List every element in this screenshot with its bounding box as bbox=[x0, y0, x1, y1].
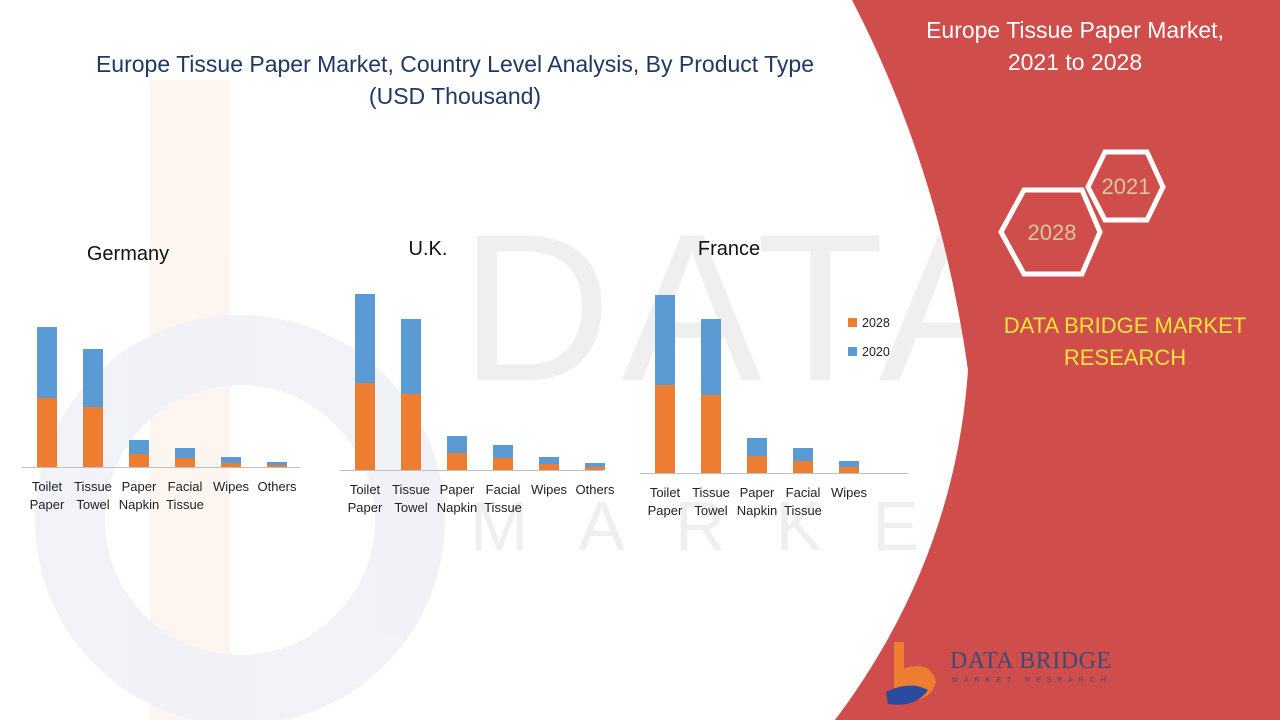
bar-2020-tissue-towel bbox=[83, 349, 103, 407]
side-title-line1: Europe Tissue Paper Market, bbox=[926, 17, 1224, 43]
bar-2028-wipes bbox=[839, 467, 859, 473]
hex-year-2028: 2028 bbox=[1028, 220, 1077, 245]
side-panel-title: Europe Tissue Paper Market, 2021 to 2028 bbox=[900, 14, 1250, 78]
hexagon-2028-icon bbox=[998, 187, 1103, 277]
page-title: Europe Tissue Paper Market, Country Leve… bbox=[95, 51, 815, 109]
bar-2020-paper-napkin bbox=[129, 440, 149, 454]
x-tick-label: Wipes bbox=[831, 485, 868, 500]
bar-2020-toilet-paper bbox=[37, 327, 57, 398]
brand-line1: DATA BRIDGE MARKET bbox=[1003, 313, 1247, 338]
x-tick-label: Tissue Towel bbox=[692, 485, 730, 518]
x-tick-label: Others bbox=[575, 482, 615, 497]
bar-2028-paper-napkin bbox=[447, 453, 467, 470]
chart-title: France bbox=[698, 238, 760, 260]
bar-2028-facial-tissue bbox=[493, 458, 513, 470]
x-tick-label: Toilet Paper bbox=[648, 485, 683, 518]
bar-2028-toilet-paper bbox=[655, 385, 675, 473]
legend-label: 2028 bbox=[862, 316, 890, 330]
bar-2028-paper-napkin bbox=[747, 456, 767, 473]
x-tick-label: Paper Napkin bbox=[437, 482, 477, 515]
x-tick-label: Toilet Paper bbox=[348, 482, 383, 515]
bar-2020-wipes bbox=[839, 461, 859, 467]
bar-2020-facial-tissue bbox=[175, 448, 195, 458]
bar-2020-paper-napkin bbox=[747, 438, 767, 456]
brand-line2: RESEARCH bbox=[1063, 345, 1187, 370]
x-tick-label: Facial Tissue bbox=[784, 485, 822, 518]
bar-2020-tissue-towel bbox=[401, 319, 421, 394]
x-tick-label: Tissue Towel bbox=[74, 479, 112, 512]
bar-2020-others bbox=[267, 462, 287, 465]
bar-2028-others bbox=[585, 467, 605, 470]
bar-2028-tissue-towel bbox=[701, 395, 721, 473]
bar-2028-tissue-towel bbox=[401, 394, 421, 470]
bar-2020-others bbox=[585, 463, 605, 467]
bar-2028-paper-napkin bbox=[129, 454, 149, 467]
bar-2020-wipes bbox=[539, 457, 559, 464]
bar-2028-facial-tissue bbox=[175, 458, 195, 467]
hex-year-2021: 2021 bbox=[1102, 174, 1151, 199]
brand-text: DATA BRIDGE MARKET RESEARCH bbox=[980, 310, 1270, 374]
legend-swatch bbox=[848, 318, 857, 327]
hexagon-2021-icon bbox=[1085, 149, 1166, 223]
legend: 2028 2020 bbox=[848, 316, 890, 359]
x-tick-label: Facial Tissue bbox=[484, 482, 522, 515]
x-tick-label: Wipes bbox=[213, 479, 250, 494]
x-tick-label: Others bbox=[257, 479, 297, 494]
bar-2020-tissue-towel bbox=[701, 319, 721, 395]
footer-logo-name: DATA BRIDGE bbox=[950, 648, 1112, 674]
bar-2020-facial-tissue bbox=[793, 448, 813, 461]
bar-2028-tissue-towel bbox=[83, 407, 103, 467]
bar-2020-toilet-paper bbox=[355, 294, 375, 383]
x-tick-label: Paper Napkin bbox=[119, 479, 159, 512]
legend-label: 2020 bbox=[862, 345, 890, 359]
bar-2028-toilet-paper bbox=[37, 398, 57, 467]
bar-2028-toilet-paper bbox=[355, 383, 375, 470]
side-title-line2: 2021 to 2028 bbox=[1007, 49, 1143, 75]
bar-2028-others bbox=[267, 465, 287, 467]
data-bridge-logo-icon bbox=[886, 642, 936, 705]
bar-2028-wipes bbox=[539, 464, 559, 470]
x-tick-label: Facial Tissue bbox=[166, 479, 204, 512]
legend-swatch bbox=[848, 347, 857, 356]
x-tick-label: Toilet Paper bbox=[30, 479, 65, 512]
x-tick-label: Tissue Towel bbox=[392, 482, 430, 515]
bar-2020-paper-napkin bbox=[447, 436, 467, 453]
bar-2028-facial-tissue bbox=[793, 461, 813, 473]
x-tick-label: Wipes bbox=[531, 482, 568, 497]
footer-logo-tagline: MARKET RESEARCH bbox=[952, 677, 1112, 684]
x-tick-label: Paper Napkin bbox=[737, 485, 777, 518]
bar-2028-wipes bbox=[221, 463, 241, 467]
chart-title: Germany bbox=[87, 243, 169, 265]
bar-2020-toilet-paper bbox=[655, 295, 675, 385]
bar-2020-facial-tissue bbox=[493, 445, 513, 458]
bar-2020-wipes bbox=[221, 457, 241, 463]
chart-title: U.K. bbox=[409, 238, 448, 260]
